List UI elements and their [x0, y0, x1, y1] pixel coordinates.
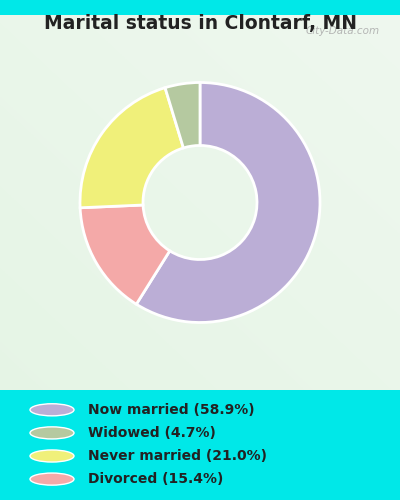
Circle shape: [30, 473, 74, 485]
Text: Marital status in Clontarf, MN: Marital status in Clontarf, MN: [44, 14, 356, 33]
Text: City-Data.com: City-Data.com: [306, 26, 380, 36]
Wedge shape: [80, 205, 170, 304]
Circle shape: [30, 450, 74, 462]
Text: Divorced (15.4%): Divorced (15.4%): [88, 472, 223, 486]
Circle shape: [30, 404, 74, 416]
Wedge shape: [80, 88, 184, 208]
Text: Now married (58.9%): Now married (58.9%): [88, 403, 255, 417]
Text: Never married (21.0%): Never married (21.0%): [88, 449, 267, 463]
Wedge shape: [165, 82, 200, 148]
Text: Widowed (4.7%): Widowed (4.7%): [88, 426, 216, 440]
Circle shape: [30, 427, 74, 439]
Wedge shape: [136, 82, 320, 322]
